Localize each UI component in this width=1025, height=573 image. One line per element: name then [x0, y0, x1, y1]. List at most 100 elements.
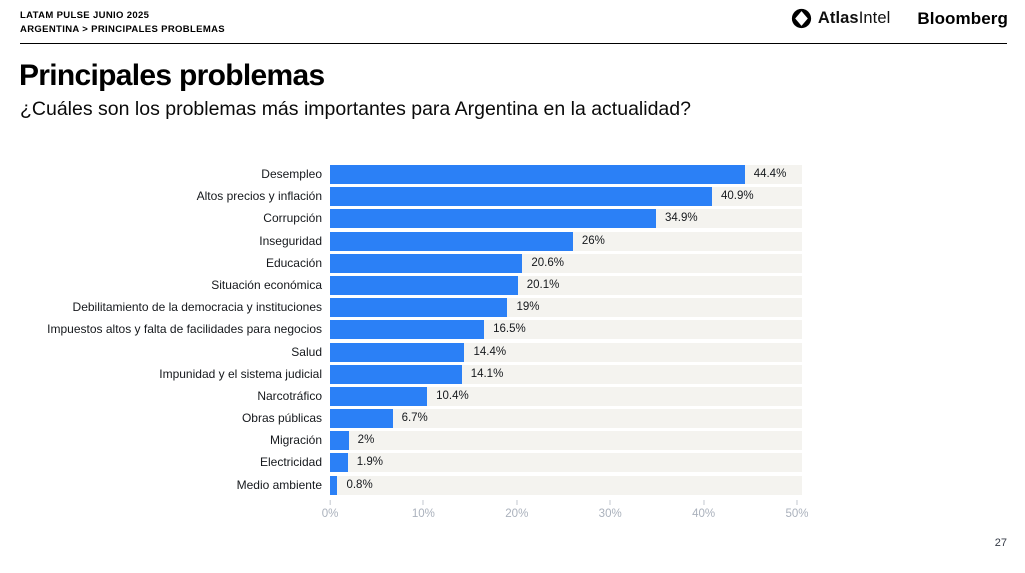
- chart-row: Inseguridad 26%: [20, 231, 810, 251]
- chart-row: Educación 20.6%: [20, 253, 810, 273]
- tick-label: 0%: [321, 508, 339, 520]
- category-label: Narcotráfico: [257, 388, 322, 403]
- category-label: Educación: [265, 255, 322, 270]
- bar: [330, 364, 462, 384]
- bar: [330, 386, 428, 406]
- tick-label: 50%: [785, 508, 809, 520]
- chart-row: Situación económica 20.1%: [20, 275, 810, 295]
- bar: [330, 431, 349, 451]
- category-label: Impuestos altos y falta de facilidades p…: [47, 322, 322, 337]
- bar-chart: Desempleo 44.4% Altos precios y inflación 4…: [20, 165, 810, 498]
- bar-track: 14.4%: [330, 342, 802, 362]
- bar: [330, 253, 523, 273]
- bar-track: 20.6%: [330, 253, 802, 273]
- category-label: Debilitamiento de la democracia y instit…: [72, 300, 322, 315]
- bar-track: 1.9%: [330, 453, 802, 473]
- bar-track: 40.9%: [330, 187, 802, 207]
- value-label: 10.4%: [436, 389, 469, 402]
- category-label: Situación económica: [211, 277, 322, 292]
- category-label: Medio ambiente: [236, 477, 322, 492]
- bar: [330, 231, 573, 251]
- value-label: 0.8%: [346, 478, 373, 491]
- chart-row: Corrupción 34.9%: [20, 209, 810, 229]
- category-label: Altos precios y inflación: [196, 189, 322, 204]
- tick-mark: [796, 500, 798, 505]
- atlasintel-logo: AtlasIntel: [791, 8, 891, 29]
- report-kicker-line1: LATAM PULSE JUNIO 2025: [20, 10, 150, 21]
- x-axis-tick: 20%: [505, 500, 528, 520]
- tick-label: 30%: [598, 508, 622, 520]
- bar: [330, 475, 338, 495]
- chart-row: Debilitamiento de la democracia y instit…: [20, 298, 810, 318]
- value-label: 20.6%: [531, 256, 564, 269]
- chart-row: Migración 2%: [20, 431, 810, 451]
- bloomberg-logo: Bloomberg: [917, 8, 1008, 28]
- tick-mark: [329, 500, 331, 505]
- bar: [330, 409, 393, 429]
- bar-track: 10.4%: [330, 386, 802, 406]
- x-axis-tick: 30%: [599, 500, 622, 520]
- chart-row: Medio ambiente 0.8%: [20, 475, 810, 495]
- category-label: Salud: [291, 344, 322, 359]
- report-kicker-line2: ARGENTINA > PRINCIPALES PROBLEMAS: [20, 23, 225, 35]
- bar: [330, 275, 518, 295]
- page-title: Principales problemas: [19, 59, 325, 92]
- chart-row: Obras públicas 6.7%: [20, 409, 810, 429]
- tick-label: 40%: [692, 508, 716, 520]
- page-subtitle: ¿Cuáles son los problemas más importante…: [20, 98, 691, 120]
- value-label: 2%: [357, 434, 375, 447]
- bar: [330, 187, 712, 207]
- tick-mark: [609, 500, 611, 505]
- bar-track: 14.1%: [330, 364, 802, 384]
- bar-track: 16.5%: [330, 320, 802, 340]
- value-label: 34.9%: [664, 212, 698, 225]
- tick-label: 10%: [411, 508, 435, 520]
- bar: [330, 209, 656, 229]
- atlasintel-diamond-icon: [791, 8, 812, 29]
- category-label: Migración: [269, 433, 322, 448]
- x-axis-tick: 0%: [321, 500, 339, 520]
- bar-track: 19%: [330, 298, 802, 318]
- category-label: Impunidad y el sistema judicial: [159, 366, 322, 381]
- logo-group: AtlasIntel Bloomberg: [791, 8, 1008, 29]
- chart-row: Salud 14.4%: [20, 342, 810, 362]
- value-label: 44.4%: [753, 168, 787, 180]
- value-label: 14.1%: [470, 367, 504, 380]
- chart-row: Electricidad 1.9%: [20, 453, 810, 473]
- bar-track: 0.8%: [330, 475, 802, 495]
- category-label: Corrupción: [263, 211, 322, 226]
- value-label: 6.7%: [401, 412, 428, 425]
- bar: [330, 298, 508, 318]
- value-label: 26%: [581, 234, 605, 247]
- value-label: 20.1%: [526, 278, 560, 291]
- page-number: 27: [994, 537, 1007, 549]
- x-axis-tick: 10%: [412, 500, 435, 520]
- chart-row: Desempleo 44.4%: [20, 165, 810, 184]
- x-axis-tick: 50%: [785, 500, 809, 520]
- bar-track: 26%: [330, 231, 802, 251]
- bar: [330, 320, 485, 340]
- value-label: 16.5%: [493, 323, 526, 336]
- atlasintel-wordmark: AtlasIntel: [818, 9, 891, 28]
- atlasintel-wordmark-bold: Atlas: [817, 9, 859, 27]
- category-label: Inseguridad: [259, 233, 322, 248]
- value-label: 1.9%: [356, 456, 383, 469]
- tick-label: 20%: [505, 508, 529, 520]
- chart-row: Impuestos altos y falta de facilidades p…: [20, 320, 810, 340]
- bar: [330, 342, 465, 362]
- chart-row: Altos precios y inflación 40.9%: [20, 187, 810, 207]
- value-label: 14.4%: [473, 345, 507, 358]
- chart-row: Narcotráfico 10.4%: [20, 386, 810, 406]
- tick-mark: [422, 500, 424, 505]
- bar-track: 2%: [330, 431, 802, 451]
- bar-track: 44.4%: [330, 165, 802, 184]
- tick-mark: [703, 500, 705, 505]
- bar-track: 34.9%: [330, 209, 802, 229]
- chart-row: Impunidad y el sistema judicial 14.1%: [20, 364, 810, 384]
- bar: [330, 165, 745, 184]
- bar-track: 20.1%: [330, 275, 802, 295]
- category-label: Desempleo: [261, 167, 322, 181]
- x-axis-tick: 40%: [692, 500, 715, 520]
- bar: [330, 453, 348, 473]
- value-label: 40.9%: [721, 190, 754, 203]
